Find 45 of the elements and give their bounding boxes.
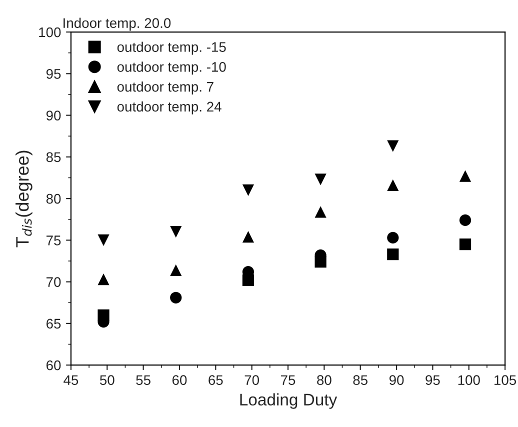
- x-tick-label: 100: [458, 375, 480, 386]
- x-tick-label: 80: [317, 375, 332, 386]
- y-tick-label: 95: [46, 68, 61, 79]
- y-tick-label: 90: [46, 110, 61, 120]
- point: [170, 264, 182, 276]
- y-tick-label: 65: [46, 318, 61, 329]
- legend-label: outdoor temp. 24: [117, 101, 222, 114]
- point: [170, 226, 182, 238]
- y-tick-label: 70: [46, 277, 61, 287]
- point: [387, 248, 399, 260]
- x-tick-label: 70: [244, 375, 260, 386]
- point: [459, 170, 472, 182]
- point: [170, 292, 182, 304]
- y-axis-title: T$_{dis}$(degree): [16, 150, 32, 248]
- legend-label: outdoor temp. -10: [117, 62, 226, 75]
- x-tick-label: 50: [100, 375, 114, 386]
- point: [98, 274, 110, 286]
- x-tick-label: 105: [494, 375, 516, 386]
- point: [314, 174, 326, 186]
- legend-label: outdoor temp. 7: [117, 82, 214, 94]
- point: [242, 184, 254, 196]
- chart-title: Indoor temp. 20.0: [64, 18, 171, 31]
- x-axis-title: Loading Duty: [240, 393, 338, 409]
- legend-label: outdoor temp. -15: [117, 42, 226, 55]
- x-tick-label: 95: [426, 375, 440, 386]
- point: [98, 234, 110, 246]
- y-tick-label: 75: [46, 236, 61, 246]
- y-tick-label: 80: [46, 194, 61, 204]
- point: [242, 231, 254, 243]
- y-tick-label: 60: [46, 360, 61, 370]
- x-tick-label: 60: [172, 375, 187, 386]
- y-tick-label: 100: [39, 27, 61, 38]
- x-tick-label: 55: [136, 375, 150, 386]
- x-tick-label: 75: [280, 375, 296, 386]
- point: [459, 238, 472, 250]
- y-tick-label: 85: [46, 152, 61, 162]
- point: [459, 214, 472, 226]
- x-tick-label: 65: [208, 375, 223, 386]
- x-tick-label: 90: [389, 375, 404, 386]
- point: [387, 232, 399, 244]
- point: [314, 206, 326, 218]
- x-tick-label: 85: [353, 375, 368, 386]
- point: [387, 140, 399, 152]
- point: [387, 179, 399, 192]
- x-tick-label: 45: [64, 375, 78, 386]
